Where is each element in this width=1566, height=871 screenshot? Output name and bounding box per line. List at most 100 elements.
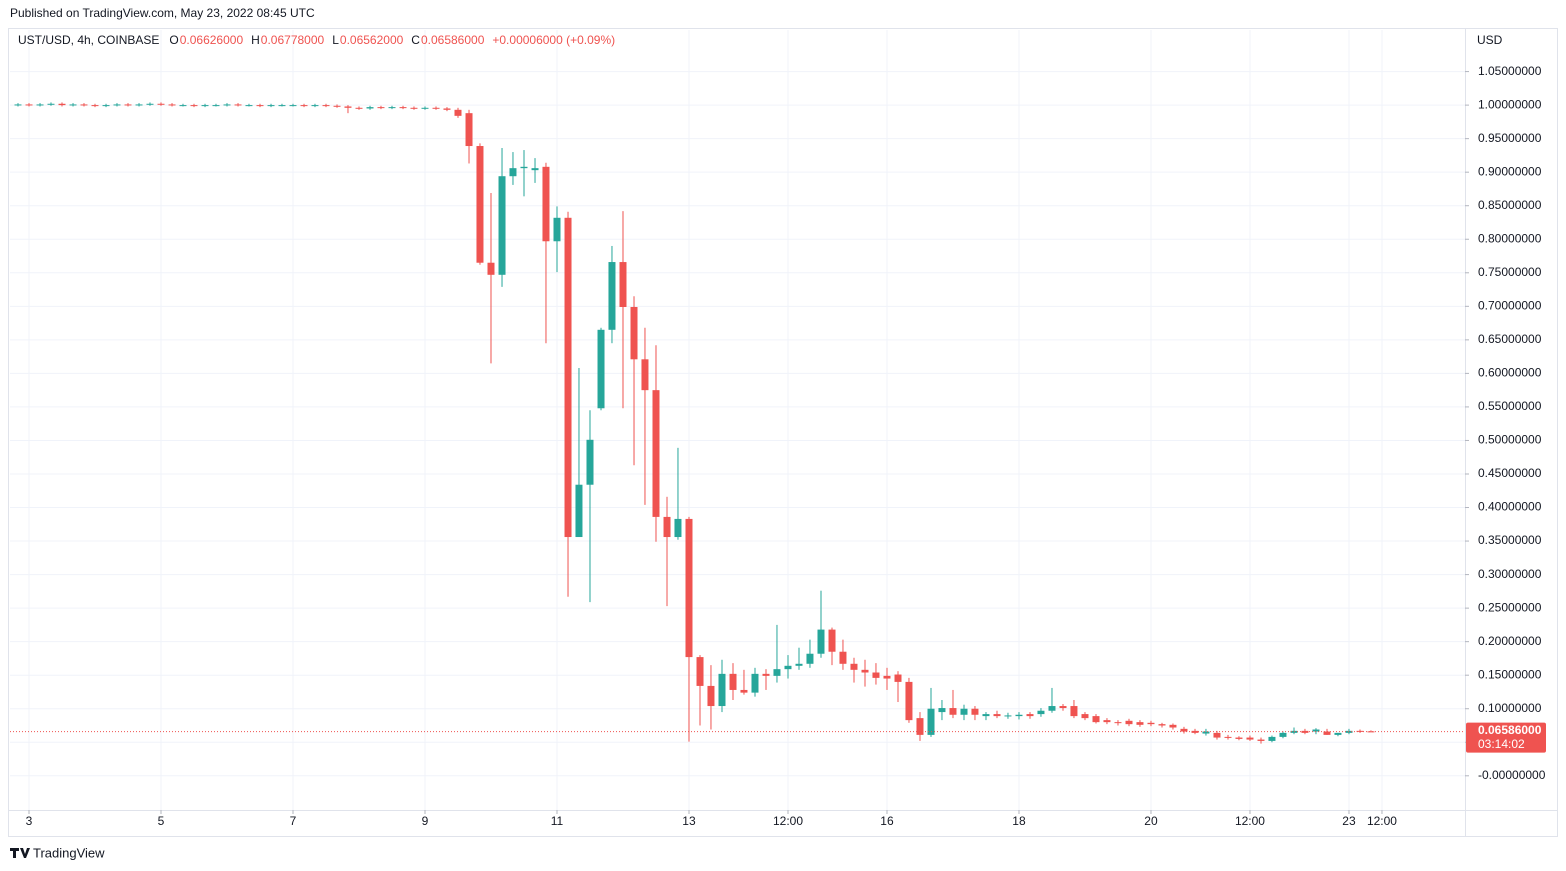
y-tick-label: 1.05000000 xyxy=(1478,64,1542,78)
candle-body xyxy=(113,104,121,106)
candle-body xyxy=(1213,732,1221,738)
x-tick-label: 20 xyxy=(1144,814,1158,828)
ohlc-value: 0.06586000 xyxy=(421,33,485,47)
candle-body xyxy=(1257,739,1265,741)
candle-body xyxy=(1367,731,1375,733)
symbol-label: UST/USD, 4h, COINBASE xyxy=(18,33,159,47)
y-tick-label: 0.75000000 xyxy=(1478,265,1542,279)
candle-body xyxy=(1136,722,1144,725)
candle-body xyxy=(509,168,517,177)
candle-body xyxy=(1268,736,1276,741)
candle-body xyxy=(91,105,99,107)
candle-body xyxy=(949,708,957,715)
x-tick-label: 12:00 xyxy=(1235,814,1265,828)
candle-body xyxy=(168,104,176,106)
y-tick-label: 0.60000000 xyxy=(1478,366,1542,380)
candle-body xyxy=(179,105,187,107)
candle-body xyxy=(597,329,605,409)
x-tick-label: 7 xyxy=(290,814,297,828)
candle-body xyxy=(1246,737,1254,740)
y-tick-label: 0.15000000 xyxy=(1478,667,1542,681)
candle-body xyxy=(333,105,341,107)
candle-body xyxy=(751,673,759,693)
y-tick-label: 0.80000000 xyxy=(1478,231,1542,245)
candle-body xyxy=(729,673,737,690)
candle-body xyxy=(1037,710,1045,715)
candle-body xyxy=(938,708,946,713)
ohlc-value: 0.06626000 xyxy=(180,33,244,47)
candle-body xyxy=(696,657,704,686)
ohlc-key: O xyxy=(169,33,178,47)
candle-body xyxy=(465,113,473,147)
y-tick-label: 0.35000000 xyxy=(1478,533,1542,547)
candle-body xyxy=(146,103,154,105)
candle-body xyxy=(1301,730,1309,733)
candle-body xyxy=(476,146,484,263)
candle-body xyxy=(619,262,627,307)
y-tick-label: -0.00000000 xyxy=(1478,768,1546,782)
brand-logo xyxy=(10,848,30,858)
candle-body xyxy=(839,651,847,664)
y-tick-label: 0.45000000 xyxy=(1478,466,1542,480)
candle-body xyxy=(630,306,638,360)
candle-body xyxy=(443,108,451,110)
x-tick-label: 13 xyxy=(682,814,696,828)
candle-body xyxy=(1048,706,1056,711)
candle-body xyxy=(564,217,572,538)
candle-body xyxy=(201,105,209,107)
candle-body xyxy=(1180,728,1188,732)
candle-body xyxy=(245,105,253,107)
y-tick-label: 0.25000000 xyxy=(1478,600,1542,614)
candle-body xyxy=(1026,714,1034,717)
candle-body xyxy=(223,104,231,106)
candle-body xyxy=(278,105,286,107)
y-axis-label: USD xyxy=(1477,33,1503,47)
candle-body xyxy=(300,105,308,107)
candle-body xyxy=(1125,720,1133,725)
ohlc-key: C xyxy=(411,33,420,47)
candle-body xyxy=(344,106,352,108)
y-tick-label: 0.70000000 xyxy=(1478,298,1542,312)
candle-body xyxy=(454,109,462,116)
candle-body xyxy=(234,104,242,106)
candle-body xyxy=(1070,706,1078,717)
candle-body xyxy=(806,653,814,664)
candle-body xyxy=(1004,715,1012,717)
x-tick-label: 18 xyxy=(1012,814,1026,828)
candles xyxy=(14,102,1375,744)
candle-body xyxy=(531,168,539,171)
candle-body xyxy=(1312,729,1320,732)
y-tick-label: 0.20000000 xyxy=(1478,634,1542,648)
candle-body xyxy=(784,665,792,670)
candle-body xyxy=(1147,722,1155,725)
candle-body xyxy=(1092,716,1100,723)
candle-body xyxy=(1081,714,1089,719)
last-price-label: 0.06586000 xyxy=(1478,723,1542,737)
candle-body xyxy=(421,107,429,109)
candle-body xyxy=(1224,736,1232,738)
last-price-box xyxy=(1466,722,1546,753)
grid xyxy=(10,30,1469,814)
candle-body xyxy=(1334,732,1342,735)
chart-frame xyxy=(8,28,1558,837)
candle-body xyxy=(124,104,132,106)
candle-body xyxy=(58,103,66,106)
x-tick-label: 9 xyxy=(422,814,429,828)
candle-body xyxy=(399,107,407,109)
candle-body xyxy=(1290,730,1298,733)
candle-body xyxy=(641,359,649,391)
y-tick-label: 0.50000000 xyxy=(1478,433,1542,447)
candle-body xyxy=(355,107,363,109)
candle-body xyxy=(487,262,495,275)
y-tick-label: 0.55000000 xyxy=(1478,399,1542,413)
candle-body xyxy=(322,105,330,107)
x-tick-label: 23 xyxy=(1342,814,1356,828)
y-tick-label: 0.90000000 xyxy=(1478,164,1542,178)
candle-body xyxy=(828,629,836,652)
logo-icon xyxy=(10,848,30,858)
y-tick-label: 0.95000000 xyxy=(1478,131,1542,145)
ohlc-value: 0.06562000 xyxy=(340,33,404,47)
legend: UST/USD, 4h, COINBASE O 0.06626000 H 0.06778… xyxy=(18,33,615,47)
candle-body xyxy=(652,390,660,517)
